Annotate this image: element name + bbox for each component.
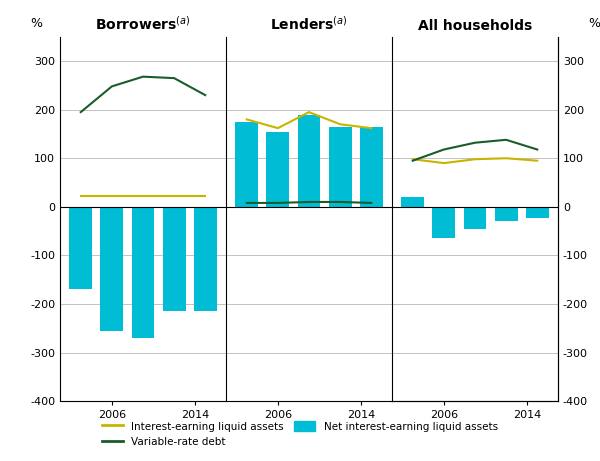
Text: %: %: [30, 17, 42, 30]
Bar: [70, 207, 92, 290]
Bar: [131, 207, 154, 338]
Bar: [329, 127, 352, 207]
Bar: [360, 127, 383, 207]
Bar: [100, 207, 123, 331]
Bar: [495, 207, 518, 221]
Bar: [298, 114, 320, 207]
Bar: [401, 197, 424, 207]
Bar: [526, 207, 548, 218]
Bar: [464, 207, 487, 229]
Bar: [194, 207, 217, 311]
Title: All households: All households: [418, 19, 532, 33]
Bar: [235, 122, 258, 207]
Title: Lenders$^{(a)}$: Lenders$^{(a)}$: [271, 15, 347, 33]
Bar: [433, 207, 455, 238]
Text: %: %: [588, 17, 600, 30]
Bar: [266, 131, 289, 207]
Bar: [163, 207, 185, 311]
Legend: Interest-earning liquid assets, Variable-rate debt, Net interest-earning liquid : Interest-earning liquid assets, Variable…: [98, 417, 502, 451]
Title: Borrowers$^{(a)}$: Borrowers$^{(a)}$: [95, 15, 191, 33]
